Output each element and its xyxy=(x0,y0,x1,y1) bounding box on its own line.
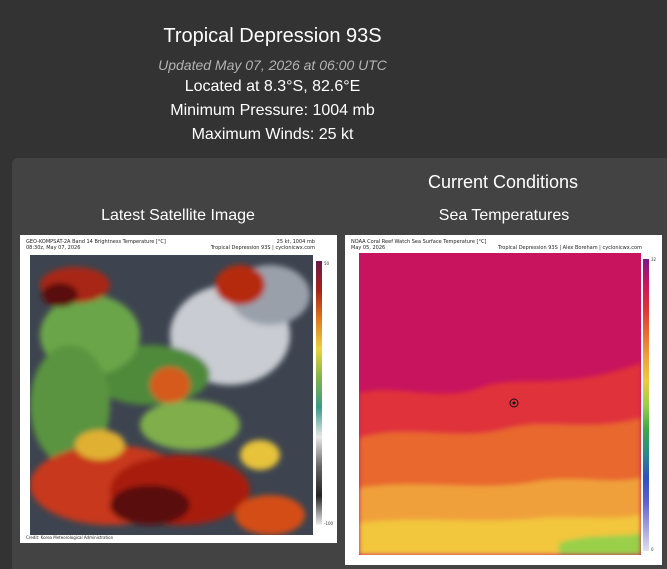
satellite-caption-1: GEO-KOMPSAT-2A Band 14 Brightness Temper… xyxy=(26,239,166,245)
satellite-image[interactable]: GEO-KOMPSAT-2A Band 14 Brightness Temper… xyxy=(20,235,337,543)
sst-colorbar xyxy=(643,259,649,551)
satellite-credit: Credit: Korea Meteorological Administrat… xyxy=(26,535,114,540)
storm-location: Located at 8.3°S, 82.6°E xyxy=(184,78,361,95)
satellite-colorbar xyxy=(316,261,322,525)
sst-scale-max: 32 xyxy=(651,257,657,262)
updated-timestamp: Updated May 07, 2026 at 06:00 UTC xyxy=(158,57,387,73)
sea-temperature-map[interactable]: NOAA Coral Reef Watch Sea Surface Temper… xyxy=(345,235,662,565)
storm-pressure: Minimum Pressure: 1004 mb xyxy=(170,102,375,119)
sea-temperatures-label: Sea Temperatures xyxy=(438,207,570,224)
sst-map xyxy=(359,253,641,555)
satellite-scale-max: 50 xyxy=(324,261,330,266)
storm-winds: Maximum Winds: 25 kt xyxy=(191,126,354,143)
sst-caption-1: NOAA Coral Reef Watch Sea Surface Temper… xyxy=(351,239,487,245)
sst-credit-line: Tropical Depression 93S | Alex Boreham |… xyxy=(498,245,642,251)
storm-title: Tropical Depression 93S xyxy=(163,25,382,47)
satellite-intensity: 25 kt, 1004 mb xyxy=(276,239,315,245)
satellite-image-label: Latest Satellite Image xyxy=(101,207,255,224)
satellite-caption-2: 08:30z, May 07, 2026 xyxy=(26,245,81,251)
satellite-scale-min: -100 xyxy=(324,521,334,526)
satellite-credit-line: Tropical Depression 93S | cyclonicwx.com xyxy=(210,245,315,251)
satellite-map xyxy=(30,255,313,535)
sst-caption-2: May 05, 2026 xyxy=(351,245,386,251)
current-conditions-heading: Current Conditions xyxy=(427,172,579,192)
storm-center-marker xyxy=(509,398,519,408)
sst-scale-min: 0 xyxy=(651,547,654,552)
